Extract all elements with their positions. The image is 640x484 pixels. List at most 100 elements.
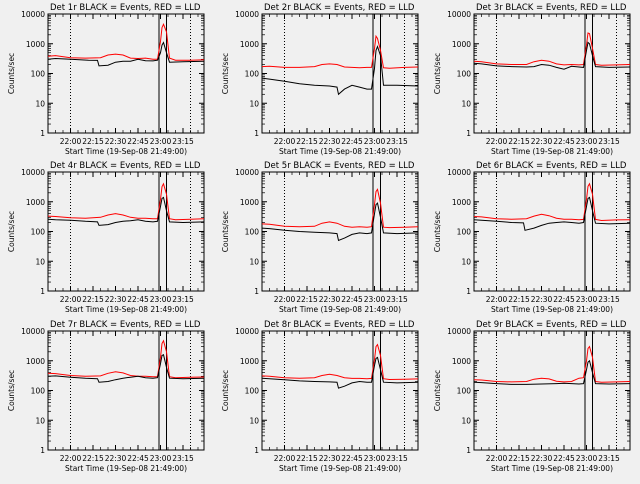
y-axis-label: Counts/sec [7,370,16,411]
y-tick-label: 1 [254,287,259,296]
x-tick-label: 23:00 [364,137,386,146]
series-line-lld [473,345,631,383]
x-tick-label: 22:45 [127,454,149,463]
plot-frame [47,171,205,292]
y-tick-label: 10 [249,416,259,425]
y-tick-label: 10000 [235,168,259,177]
x-tick-label: 23:15 [598,295,620,304]
y-tick-label: 10 [35,99,45,108]
chart-panel-3: Det 3r BLACK = Events, RED = LLD 1 10 100 10… [433,3,631,156]
x-tick-label: 22:45 [341,454,363,463]
x-tick-label: 22:00 [274,295,296,304]
x-axis-label: Start Time (19-Sep-08 21:49:00) [65,305,187,314]
series-line-lld [47,182,205,221]
plot-frame [47,330,205,451]
plot-frame [473,330,631,451]
y-tick-label: 1000 [452,40,471,49]
x-tick-label: 22:45 [553,137,575,146]
y-tick-label: 10000 [21,10,45,19]
plot-frame [473,171,631,292]
y-tick-label: 100 [245,228,260,237]
plot-frame [473,13,631,134]
x-tick-label: 22:15 [296,137,318,146]
x-tick-label: 22:30 [105,454,127,463]
x-tick-label: 22:00 [274,137,296,146]
x-tick-label: 22:15 [296,295,318,304]
y-tick-label: 1 [466,287,471,296]
x-axis-label: Start Time (19-Sep-08 21:49:00) [491,464,613,473]
series-line-lld [473,182,631,222]
x-tick-label: 22:15 [508,137,530,146]
y-tick-label: 1 [40,287,45,296]
y-tick-label: 10 [461,257,471,266]
chart-panel-5: Det 5r BLACK = Events, RED = LLD 1 10 100 10… [221,161,419,314]
x-tick-label: 23:00 [364,295,386,304]
x-tick-label: 22:15 [82,295,104,304]
x-tick-label: 22:45 [127,137,149,146]
y-axis-label: Counts/sec [7,53,16,94]
series-line-events [473,41,631,70]
x-tick-label: 22:30 [319,454,341,463]
x-tick-label: 22:00 [486,454,508,463]
plot-frame [261,13,419,134]
y-tick-label: 1000 [240,198,259,207]
x-tick-label: 23:00 [576,295,598,304]
x-tick-label: 22:30 [105,295,127,304]
x-axis-label: Start Time (19-Sep-08 21:49:00) [279,147,401,156]
x-tick-label: 22:30 [531,137,553,146]
y-tick-label: 10 [249,99,259,108]
series-line-events [473,196,631,231]
y-tick-label: 100 [31,228,46,237]
y-tick-label: 10000 [235,10,259,19]
series-line-lld [261,343,419,381]
x-tick-label: 23:15 [386,295,408,304]
x-tick-label: 23:15 [172,454,194,463]
x-axis-label: Start Time (19-Sep-08 21:49:00) [491,147,613,156]
y-tick-label: 100 [245,387,260,396]
y-tick-label: 10000 [21,168,45,177]
x-axis-label: Start Time (19-Sep-08 21:49:00) [279,305,401,314]
y-tick-label: 10 [461,99,471,108]
x-tick-label: 22:00 [60,295,82,304]
y-tick-label: 100 [31,70,46,79]
chart-panel-7: Det 7r BLACK = Events, RED = LLD 1 10 100 10… [7,320,205,473]
x-tick-label: 22:15 [82,137,104,146]
y-tick-label: 1000 [240,40,259,49]
y-tick-label: 100 [31,387,46,396]
y-tick-label: 10000 [447,10,471,19]
y-axis-label: Counts/sec [433,370,442,411]
x-tick-label: 23:00 [150,295,172,304]
x-axis-label: Start Time (19-Sep-08 21:49:00) [491,305,613,314]
x-tick-label: 22:00 [274,454,296,463]
x-tick-label: 22:30 [531,454,553,463]
x-tick-label: 23:00 [576,454,598,463]
chart-title: Det 5r BLACK = Events, RED = LLD [264,161,415,171]
x-axis-label: Start Time (19-Sep-08 21:49:00) [65,464,187,473]
y-tick-label: 1000 [240,357,259,366]
chart-panel-9: Det 9r BLACK = Events, RED = LLD 1 10 100 10… [433,320,631,473]
y-tick-label: 10 [249,257,259,266]
y-tick-label: 1 [254,129,259,138]
y-tick-label: 1 [466,129,471,138]
x-tick-label: 22:45 [341,295,363,304]
chart-title: Det 2r BLACK = Events, RED = LLD [264,3,415,13]
chart-title: Det 9r BLACK = Events, RED = LLD [476,320,627,330]
x-tick-label: 22:45 [341,137,363,146]
x-tick-label: 22:15 [508,295,530,304]
chart-title: Det 1r BLACK = Events, RED = LLD [50,3,201,13]
series-line-events [47,196,205,226]
y-tick-label: 1000 [26,198,45,207]
plot-frame [261,171,419,292]
x-tick-label: 22:30 [319,295,341,304]
y-axis-label: Counts/sec [221,370,230,411]
chart-title: Det 6r BLACK = Events, RED = LLD [476,161,627,171]
y-tick-label: 1000 [26,357,45,366]
x-tick-label: 23:00 [576,137,598,146]
y-tick-label: 1 [40,129,45,138]
x-tick-label: 23:00 [364,454,386,463]
series-line-lld [47,339,205,379]
x-tick-label: 23:15 [598,454,620,463]
chart-title: Det 8r BLACK = Events, RED = LLD [264,320,415,330]
